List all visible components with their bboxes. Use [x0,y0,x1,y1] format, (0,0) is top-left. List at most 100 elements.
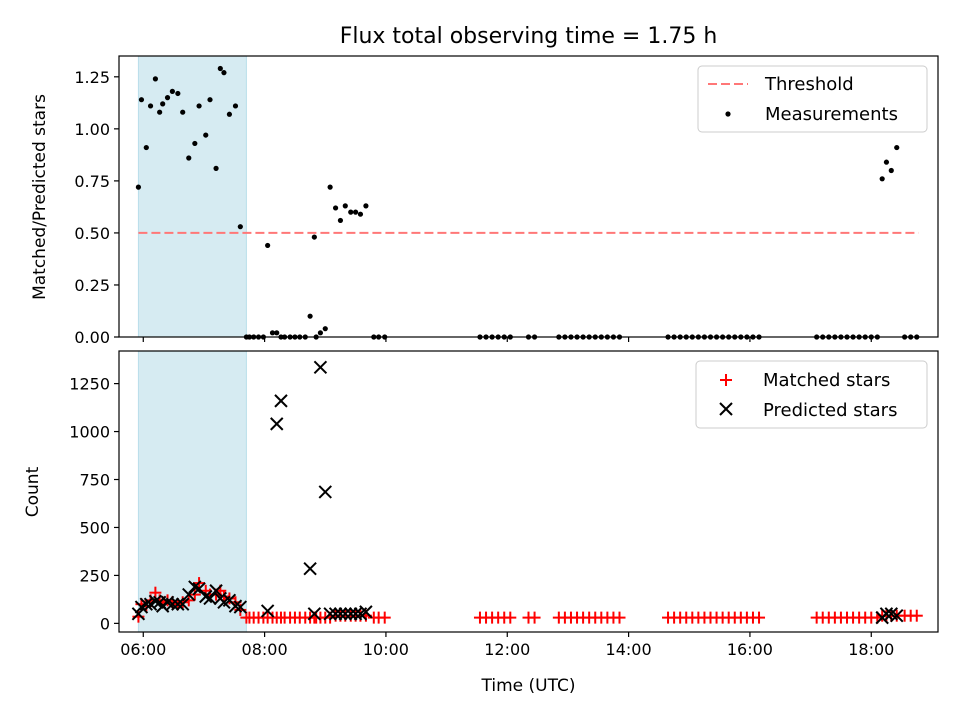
x-tick-label: 12:00 [484,640,530,659]
measurement-point [203,132,209,138]
predicted-star-marker [890,608,904,623]
measurement-point [311,234,317,240]
top-y-ticks: 0.00 0.25 0.50 0.75 1.00 1.25 [74,68,119,347]
measurement-point [180,109,186,115]
measurement-point [221,70,227,76]
measurement-point [226,111,233,117]
measurement-point [894,144,900,151]
x-tick-label: 18:00 [848,640,894,659]
predicted-star-marker [344,607,358,621]
matched-star-marker [910,609,923,622]
y-tick-label: 0 [100,614,110,633]
measurement-point [138,97,145,103]
measurement-point [317,330,324,336]
predicted-star-marker [182,587,196,602]
y-tick-label: 750 [79,471,110,490]
matched-star-marker [217,590,230,603]
y-tick-label: 1000 [69,423,110,442]
measurement-point [147,103,154,109]
bottom-legend: Matched stars Predicted stars [695,360,928,429]
x-tick-label: 06:00 [120,640,166,659]
matched-star-marker [182,594,195,607]
matched-star-marker [188,588,201,601]
measurement-point [135,184,142,190]
matched-star-marker [223,592,236,605]
matched-star-marker [753,611,766,624]
predicted-star-marker [139,597,154,611]
predicted-star-marker [228,599,243,613]
measurement-point [157,109,163,115]
x-tick-label: 16:00 [727,640,773,659]
predicted-star-marker [203,591,217,606]
legend-matched-label: Matched stars [763,370,890,391]
top-plot-frame [118,55,939,338]
matched-star-marker [504,611,517,624]
top-panel: 0.00 0.25 0.50 0.75 1.00 1.25 Matched/Predict… [30,55,939,347]
legend-predicted-label: Predicted stars [763,400,897,421]
predicted-star-marker [323,607,337,621]
x-axis-label: Time (UTC) [481,676,576,696]
measurement-point [348,209,354,215]
predicted-star-marker [199,589,213,604]
predicted-star-marker [175,597,190,611]
measurement-point [192,140,198,147]
measurement-point [307,313,313,319]
y-tick-label: 250 [79,566,110,585]
predicted-star-marker [188,580,202,594]
matched-star-marker [528,611,541,624]
measurement-point [274,330,280,336]
predicted-star-marker [165,597,180,611]
y-tick-label: 0.50 [74,224,110,243]
legend-matched-swatch [720,374,732,386]
measurement-point [879,176,885,182]
predicted-star-marker [303,561,317,576]
measurement-point [207,97,213,103]
measurement-point [143,144,149,151]
measurement-point [888,167,894,174]
bottom-y-ticks: 0 250 500 750 1000 1250 [69,375,119,633]
measurement-point [217,65,223,72]
legend-measurements-swatch [725,111,731,117]
y-tick-label: 1.25 [74,68,110,87]
predicted-star-marker [148,594,163,609]
legend-measurements-label: Measurements [765,104,898,125]
predicted-star-marker [171,597,185,611]
predicted-star-marker [307,607,322,621]
measurement-point [342,203,348,209]
x-tick-label: 10:00 [363,640,409,659]
measurement-point [353,209,359,215]
legend-threshold-label: Threshold [764,74,854,95]
top-y-axis-label: Matched/Predicted stars [30,94,50,300]
matched-star-marker [613,611,626,624]
matched-star-markers [132,577,923,624]
predicted-star-marker [209,584,223,598]
bottom-legend-frame [695,360,928,429]
measurement-point [196,103,202,109]
legend-predicted-swatch [719,402,733,416]
measurement-point [332,205,339,211]
measurement-point [164,95,171,101]
top-legend-frame [697,65,928,133]
predicted-star-marker [131,607,146,621]
predicted-star-marker [338,607,352,621]
measurement-point [232,103,239,109]
measurement-point [327,184,333,190]
predicted-star-marker [270,417,284,431]
predicted-star-marker [318,485,332,499]
measurement-point [160,101,166,107]
measurement-point [363,203,369,209]
y-tick-label: 0.75 [74,172,110,191]
x-tick-label: 08:00 [242,640,288,659]
measurement-point [269,330,276,336]
top-highlight-span [137,55,247,338]
measurement-point [152,76,158,82]
measurement-point [237,224,243,230]
measurement-point [213,165,219,171]
predicted-star-markers [131,360,904,625]
measurement-point [186,155,192,161]
y-tick-label: 1250 [69,375,110,394]
measurement-point [175,90,181,97]
bottom-y-axis-label: Count [23,466,43,517]
measurement-point [357,211,364,217]
